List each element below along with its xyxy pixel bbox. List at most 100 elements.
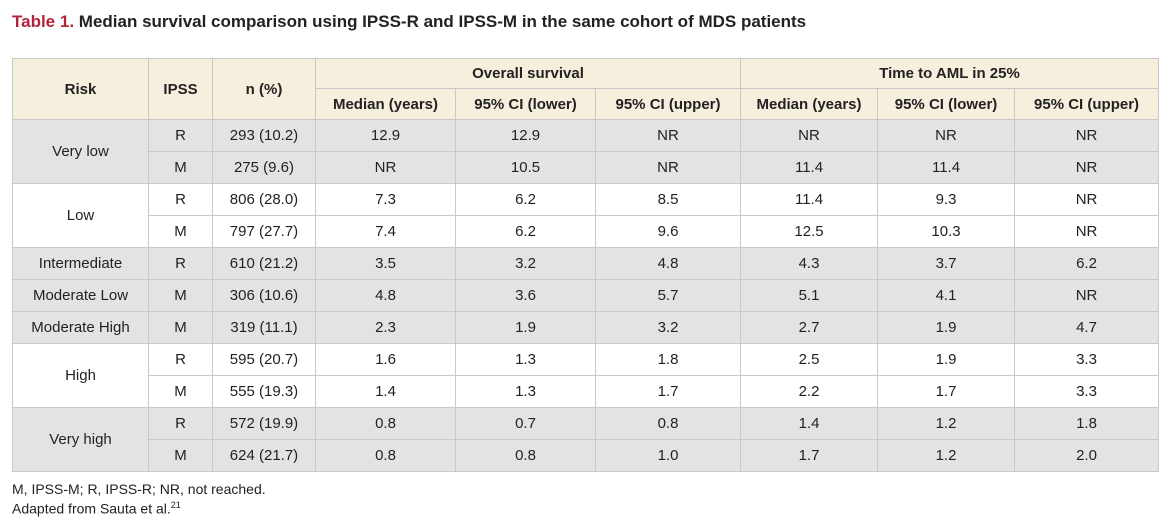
table-row: Intermediate R 610 (21.2) 3.5 3.2 4.8 4.3 3.7 6.…	[12, 247, 1160, 280]
aml-median-cell: 5.1	[740, 279, 879, 312]
os-ci-lower-cell: 10.5	[455, 151, 596, 184]
ipss-cell: M	[148, 151, 213, 184]
aml-ci-upper-cell: 6.2	[1014, 247, 1160, 280]
os-ci-upper-cell: 3.2	[594, 311, 742, 344]
header-aml-median: Median (years)	[740, 88, 879, 120]
aml-median-cell: 1.4	[740, 407, 879, 440]
header-os-ci-upper: 95% CI (upper)	[594, 88, 742, 120]
risk-cell: High	[12, 343, 149, 408]
aml-median-cell: 11.4	[740, 183, 879, 216]
n-cell: 572 (19.9)	[212, 407, 316, 440]
os-median-cell: 7.4	[315, 215, 456, 248]
risk-group: Low R 806 (28.0) 7.3 6.2 8.5 11.4 9.3 NR M 797 (27…	[12, 183, 1160, 248]
header-time-to-aml: Time to AML in 25%	[740, 58, 1160, 89]
os-median-cell: 4.8	[315, 279, 456, 312]
n-cell: 806 (28.0)	[212, 183, 316, 216]
ipss-cell: R	[148, 343, 213, 376]
os-ci-lower-cell: 1.3	[455, 343, 596, 376]
aml-ci-lower-cell: 1.9	[877, 343, 1016, 376]
os-ci-upper-cell: 9.6	[594, 215, 742, 248]
n-cell: 797 (27.7)	[212, 215, 316, 248]
footnote-abbreviations: M, IPSS-M; R, IPSS-R; NR, not reached.	[12, 481, 266, 497]
aml-ci-upper-cell: 3.3	[1014, 375, 1160, 408]
os-ci-upper-cell: 8.5	[594, 183, 742, 216]
os-ci-lower-cell: 1.9	[455, 311, 596, 344]
n-cell: 275 (9.6)	[212, 151, 316, 184]
survival-table: Risk IPSS n (%) Overall survival Time to…	[12, 58, 1160, 472]
os-ci-lower-cell: 1.3	[455, 375, 596, 408]
os-median-cell: 0.8	[315, 439, 456, 472]
os-ci-upper-cell: 0.8	[594, 407, 742, 440]
aml-median-cell: 11.4	[740, 151, 879, 184]
os-median-cell: 1.6	[315, 343, 456, 376]
table-caption-label: Table 1.	[12, 12, 75, 31]
n-cell: 624 (21.7)	[212, 439, 316, 472]
risk-group: High R 595 (20.7) 1.6 1.3 1.8 2.5 1.9 3.3 M 555 (1…	[12, 343, 1160, 408]
aml-ci-lower-cell: NR	[877, 119, 1016, 152]
aml-ci-upper-cell: 1.8	[1014, 407, 1160, 440]
table-row: Low R 806 (28.0) 7.3 6.2 8.5 11.4 9.3 NR	[12, 183, 1160, 248]
ipss-cell: M	[148, 279, 213, 312]
risk-group: Very high R 572 (19.9) 0.8 0.7 0.8 1.4 1.2 1.8 M 6…	[12, 407, 1160, 472]
n-cell: 595 (20.7)	[212, 343, 316, 376]
os-ci-upper-cell: NR	[594, 151, 742, 184]
os-median-cell: 12.9	[315, 119, 456, 152]
table-row: M 275 (9.6) NR 10.5 NR 11.4 11.4 NR	[13, 151, 1160, 184]
aml-median-cell: 1.7	[740, 439, 879, 472]
risk-group: Moderate Low M 306 (10.6) 4.8 3.6 5.7 5.1 4.1 NR	[12, 279, 1160, 312]
aml-ci-upper-cell: NR	[1014, 119, 1160, 152]
aml-ci-upper-cell: NR	[1014, 151, 1160, 184]
os-ci-upper-cell: 5.7	[594, 279, 742, 312]
risk-cell: Intermediate	[12, 247, 149, 280]
table-caption: Table 1. Median survival comparison usin…	[12, 12, 806, 32]
os-median-cell: NR	[315, 151, 456, 184]
aml-ci-upper-cell: NR	[1014, 215, 1160, 248]
ipss-cell: R	[148, 247, 213, 280]
os-median-cell: 1.4	[315, 375, 456, 408]
header-n: n (%)	[212, 58, 316, 120]
ipss-cell: R	[148, 119, 213, 152]
header-aml-ci-upper: 95% CI (upper)	[1014, 88, 1160, 120]
risk-group: Moderate High M 319 (11.1) 2.3 1.9 3.2 2.7 1.9 4…	[12, 311, 1160, 344]
table-row: Moderate Low M 306 (10.6) 4.8 3.6 5.7 5.1 4.1 NR	[12, 279, 1160, 312]
os-median-cell: 7.3	[315, 183, 456, 216]
aml-ci-upper-cell: 3.3	[1014, 343, 1160, 376]
risk-group: Very low R 293 (10.2) 12.9 12.9 NR NR NR NR M 275 …	[12, 119, 1160, 184]
n-cell: 610 (21.2)	[212, 247, 316, 280]
aml-median-cell: 2.2	[740, 375, 879, 408]
n-cell: 319 (11.1)	[212, 311, 316, 344]
footnote-source-text: Adapted from Sauta et al.	[12, 500, 171, 517]
os-ci-lower-cell: 3.2	[455, 247, 596, 280]
ipss-cell: M	[148, 375, 213, 408]
os-ci-upper-cell: 1.7	[594, 375, 742, 408]
aml-ci-lower-cell: 9.3	[877, 183, 1016, 216]
aml-ci-lower-cell: 1.7	[877, 375, 1016, 408]
os-ci-upper-cell: NR	[594, 119, 742, 152]
aml-median-cell: NR	[740, 119, 879, 152]
os-ci-lower-cell: 3.6	[455, 279, 596, 312]
os-ci-lower-cell: 0.8	[455, 439, 596, 472]
aml-median-cell: 4.3	[740, 247, 879, 280]
risk-cell: Moderate Low	[12, 279, 149, 312]
aml-ci-lower-cell: 1.2	[877, 439, 1016, 472]
aml-median-cell: 2.7	[740, 311, 879, 344]
ipss-cell: R	[148, 183, 213, 216]
os-median-cell: 0.8	[315, 407, 456, 440]
table-row: Very low R 293 (10.2) 12.9 12.9 NR NR NR NR	[12, 119, 1160, 184]
risk-cell: Moderate High	[12, 311, 149, 344]
os-median-cell: 2.3	[315, 311, 456, 344]
n-cell: 293 (10.2)	[212, 119, 316, 152]
os-ci-upper-cell: 4.8	[594, 247, 742, 280]
aml-ci-upper-cell: NR	[1014, 279, 1160, 312]
risk-cell: Very low	[12, 119, 149, 184]
aml-ci-lower-cell: 1.2	[877, 407, 1016, 440]
header-risk: Risk	[12, 58, 149, 120]
table-row: M 624 (21.7) 0.8 0.8 1.0 1.7 1.2 2.0	[13, 439, 1160, 472]
table-row: M 797 (27.7) 7.4 6.2 9.6 12.5 10.3 NR	[13, 215, 1160, 248]
aml-median-cell: 12.5	[740, 215, 879, 248]
risk-group: Intermediate R 610 (21.2) 3.5 3.2 4.8 4.3 3.7 6.…	[12, 247, 1160, 280]
table-caption-text: Median survival comparison using IPSS-R …	[78, 12, 807, 31]
table-header: Risk IPSS n (%) Overall survival Time to…	[12, 58, 1160, 120]
table-row: M 555 (19.3) 1.4 1.3 1.7 2.2 1.7 3.3	[13, 375, 1160, 408]
os-ci-lower-cell: 0.7	[455, 407, 596, 440]
